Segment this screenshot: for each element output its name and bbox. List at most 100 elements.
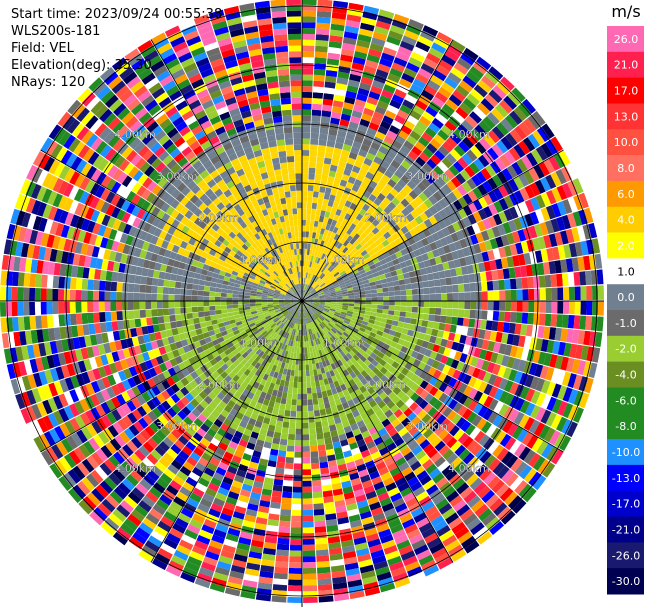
radar-cell (557, 341, 566, 356)
radar-cell (156, 293, 163, 301)
radar-cell (405, 203, 415, 213)
radar-cell (331, 238, 337, 246)
radar-cell (304, 323, 307, 330)
radar-cell (375, 409, 384, 418)
radar-cell (458, 292, 465, 301)
radar-cell (365, 394, 374, 404)
radar-cell (437, 557, 453, 570)
radar-cell (302, 509, 314, 516)
radar-cell (35, 315, 43, 329)
radar-cell (432, 222, 442, 232)
radar-cell (277, 372, 283, 380)
radar-cell (258, 505, 270, 514)
radar-cell (337, 463, 348, 472)
radar-cell (314, 338, 319, 346)
radar-cell (459, 169, 471, 181)
radar-cell (381, 282, 388, 288)
radar-cell (527, 114, 541, 130)
radar-cell (168, 287, 175, 295)
radar-cell (313, 302, 320, 304)
radar-cell (386, 192, 395, 202)
radar-cell (365, 338, 373, 346)
radar-cell (357, 87, 370, 97)
radar-cell (424, 393, 434, 403)
radar-cell (209, 286, 216, 292)
radar-cell (580, 345, 589, 361)
radar-cell (392, 215, 401, 224)
radar-cell (329, 309, 336, 314)
radar-cell (329, 35, 343, 43)
radar-cell (320, 116, 331, 124)
radar-cell (582, 361, 592, 377)
radar-cell (531, 437, 544, 452)
radar-cell (327, 376, 334, 384)
radar-cell (313, 313, 318, 319)
radar-cell (401, 328, 409, 335)
radar-cell (586, 301, 593, 316)
radar-cell (305, 237, 309, 244)
radar-cell (151, 309, 158, 317)
radar-cell (174, 281, 182, 289)
radar-cell (330, 268, 337, 274)
radar-cell (538, 161, 550, 177)
radar-cell (391, 418, 401, 428)
radar-cell (449, 324, 457, 334)
radar-cell (343, 355, 350, 362)
radar-cell (304, 306, 308, 312)
radar-cell (314, 263, 319, 270)
radar-cell (268, 454, 278, 462)
radar-cell (416, 470, 429, 481)
radar-cell (434, 286, 442, 294)
radar-cell (346, 313, 353, 317)
radar-cell (356, 341, 364, 349)
radar-cell (462, 374, 472, 385)
radar-cell (110, 291, 117, 301)
radar-cell (477, 79, 492, 94)
radar-cell (459, 102, 473, 115)
radar-cell (339, 371, 346, 379)
radar-cell (423, 218, 433, 228)
radar-cell (466, 439, 479, 452)
radar-cell (349, 371, 357, 379)
radar-cell (298, 318, 301, 325)
radar-cell (388, 210, 397, 220)
radar-cell (323, 341, 329, 348)
radar-cell (313, 302, 320, 305)
radar-cell (305, 317, 309, 324)
radar-cell (342, 37, 357, 46)
radar-cell (383, 301, 390, 306)
radar-cell (357, 124, 368, 133)
radar-cell (191, 289, 198, 296)
radar-cell (551, 187, 562, 203)
radar-cell (378, 466, 390, 476)
radar-cell (399, 513, 413, 524)
radar-cell (296, 347, 300, 354)
radar-cell (511, 87, 526, 102)
radar-cell (303, 312, 305, 319)
radar-cell (324, 304, 331, 307)
radar-cell (275, 561, 289, 568)
radar-cell (512, 358, 521, 371)
radar-cell (373, 436, 384, 446)
radar-cell (428, 195, 438, 205)
radar-cell (325, 316, 332, 322)
radar-cell (568, 388, 579, 405)
radar-cell (429, 241, 438, 251)
radar-cell (342, 239, 350, 247)
radar-cell (519, 464, 533, 480)
radar-cell (539, 365, 549, 380)
radar-cell (365, 270, 373, 276)
radar-cell (431, 232, 440, 242)
radar-cell (436, 31, 453, 44)
radar-cell (399, 234, 408, 243)
radar-cell (426, 484, 439, 496)
radar-cell (499, 154, 511, 168)
radar-cell (415, 376, 424, 386)
radar-cell (297, 393, 302, 400)
radar-cell (317, 0, 333, 7)
radar-cell (456, 482, 470, 495)
radar-cell (360, 231, 368, 240)
radar-cell (320, 385, 327, 392)
radar-cell (303, 283, 305, 290)
radar-cell (408, 426, 419, 436)
